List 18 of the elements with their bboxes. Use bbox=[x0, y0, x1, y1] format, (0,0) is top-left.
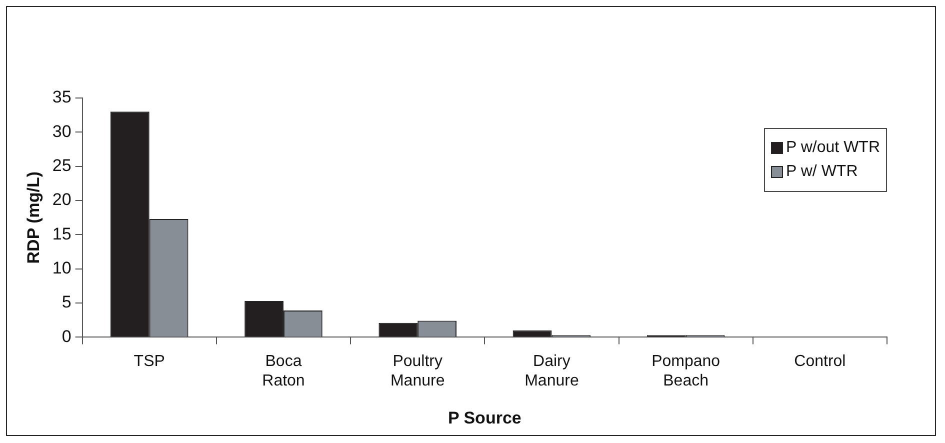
x-tick-label: Pompano Beach bbox=[652, 353, 720, 390]
y-tick-label: 30 bbox=[52, 122, 72, 141]
legend-label: P w/out WTR bbox=[786, 139, 880, 157]
y-tick-label: 15 bbox=[52, 224, 72, 244]
y-tick-label: 25 bbox=[52, 156, 72, 176]
x-tick-label: TSP bbox=[134, 353, 165, 370]
y-tick-label: 35 bbox=[52, 88, 72, 107]
y-axis-title: RDP (mg/L) bbox=[24, 171, 43, 264]
y-tick-label: 10 bbox=[52, 258, 72, 278]
x-tick-label: Dairy Manure bbox=[524, 353, 579, 390]
x-tick-label: Control bbox=[794, 353, 846, 370]
y-tick-label: 5 bbox=[62, 292, 72, 312]
y-tick-label: 0 bbox=[62, 326, 72, 346]
x-axis-title: P Source bbox=[448, 408, 522, 428]
x-tick-label: Boca Raton bbox=[262, 353, 305, 390]
x-tick-label: Poultry Manure bbox=[390, 353, 445, 390]
y-tick-label: 20 bbox=[52, 190, 72, 210]
legend-label: P w/ WTR bbox=[786, 163, 858, 181]
